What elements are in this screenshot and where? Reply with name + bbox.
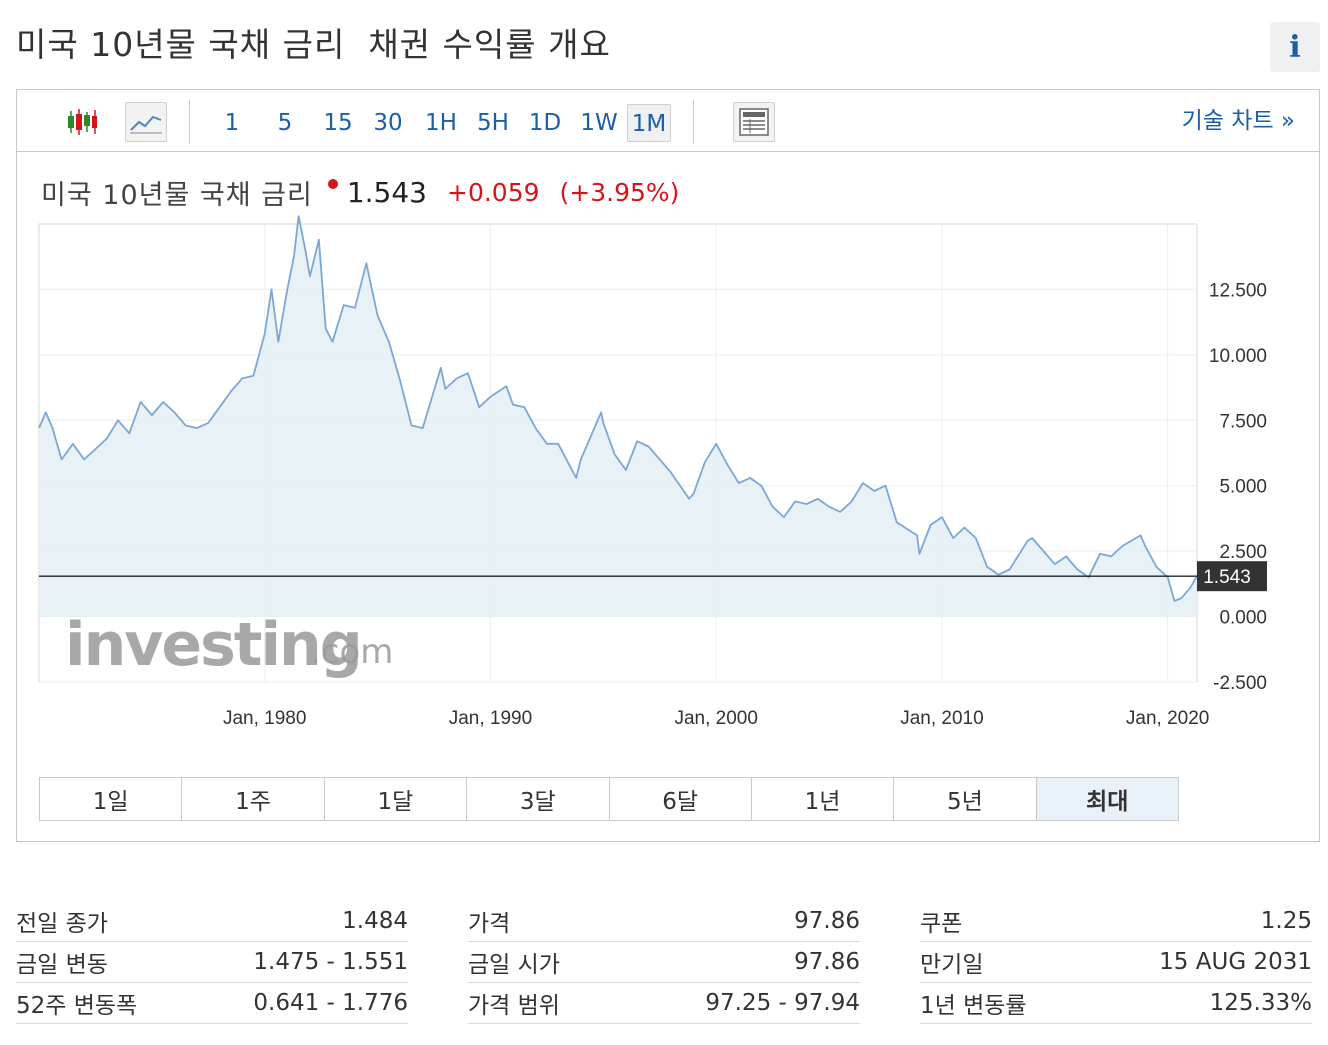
range-6m[interactable]: 6달 (610, 778, 752, 820)
stat-row: 금일 시가 97.86 (468, 942, 860, 983)
stat-value: 15 AUG 2031 (1159, 949, 1312, 975)
range-5y[interactable]: 5년 (894, 778, 1037, 820)
timeframe-1w[interactable]: 1W (580, 110, 618, 136)
quote-line: 미국 10년물 국채 금리 1.543 +0.059 (+3.95%) (41, 172, 679, 212)
timeframe-15[interactable]: 15 (323, 110, 353, 136)
stat-row: 1년 변동률 125.33% (920, 983, 1312, 1024)
timeframe-1h[interactable]: 1H (425, 110, 457, 136)
series-fill (39, 216, 1197, 617)
timeframe-5h[interactable]: 5H (477, 110, 509, 136)
investing-watermark: investing .com (65, 610, 393, 680)
range-1y[interactable]: 1년 (752, 778, 895, 820)
toolbar-divider (189, 100, 190, 144)
svg-text:investing: investing (65, 610, 361, 680)
stat-value: 125.33% (1209, 990, 1312, 1016)
price-chart[interactable]: investing .com 12.50010.0007.5005.0002.5… (17, 90, 1319, 770)
stat-row: 금일 변동 1.475 - 1.551 (16, 942, 408, 983)
stat-value: 1.484 (342, 908, 408, 934)
series-area (38, 215, 1198, 617)
current-value-badge (1197, 561, 1267, 592)
up-arrow-icon (327, 179, 338, 189)
range-1m[interactable]: 1달 (325, 778, 468, 820)
x-tick-label: Jan, 2020 (1126, 708, 1209, 729)
stats-column-1: 전일 종가 1.484 금일 변동 1.475 - 1.551 52주 변동폭 0.6… (16, 901, 408, 1024)
timeframe-1m[interactable]: 1M (627, 104, 671, 142)
price-change-percent: (+3.95%) (559, 177, 680, 207)
y-tick-label: 7.500 (1219, 411, 1267, 432)
stat-row: 쿠폰 1.25 (920, 901, 1312, 942)
stats-column-2: 가격 97.86 금일 시가 97.86 가격 범위 97.25 - 97.94 (468, 901, 860, 1024)
stat-value: 1.475 - 1.551 (253, 949, 408, 975)
stat-label: 만기일 (920, 952, 984, 978)
timeframe-1[interactable]: 1 (224, 110, 240, 136)
stat-value: 97.86 (794, 908, 860, 934)
y-tick-label: 2.500 (1219, 542, 1267, 563)
y-tick-label: 0.000 (1219, 608, 1267, 629)
stat-label: 52주 변동폭 (16, 993, 138, 1019)
x-axis: Jan, 1980 Jan, 1990 Jan, 2000 Jan, 2010 Jan,… (223, 708, 1209, 729)
current-value-text: 1.543 (1203, 567, 1251, 588)
range-3m[interactable]: 3달 (467, 778, 610, 820)
timeframe-30[interactable]: 30 (373, 110, 403, 136)
y-tick-label: 5.000 (1219, 477, 1267, 498)
stat-value: 97.25 - 97.94 (705, 990, 860, 1016)
toolbar-divider (693, 100, 694, 144)
range-selector: 1일 1주 1달 3달 6달 1년 5년 최대 (39, 777, 1179, 821)
y-tick-label: 12.500 (1209, 280, 1267, 301)
svg-text:.com: .com (310, 632, 393, 672)
stat-label: 쿠폰 (920, 911, 963, 937)
stat-label: 금일 변동 (16, 952, 108, 978)
stat-label: 금일 시가 (468, 952, 560, 978)
stat-row: 만기일 15 AUG 2031 (920, 942, 1312, 983)
table-view-icon[interactable] (733, 102, 775, 142)
last-price: 1.543 (346, 175, 427, 209)
instrument-name: 미국 10년물 국채 금리 (41, 179, 313, 211)
x-tick-label: Jan, 1980 (223, 708, 306, 729)
x-tick-label: Jan, 1990 (449, 708, 532, 729)
series-line (38, 215, 1198, 602)
range-1w[interactable]: 1주 (182, 778, 325, 820)
x-tick-label: Jan, 2010 (900, 708, 983, 729)
stat-label: 가격 (468, 911, 511, 937)
stat-row: 가격 범위 97.25 - 97.94 (468, 983, 860, 1024)
current-value-label: 1.543 (1197, 561, 1267, 592)
y-axis: 12.500 10.000 7.500 5.000 2.500 0.000 -2.500 (1209, 280, 1267, 694)
range-1d[interactable]: 1일 (40, 778, 183, 820)
page-title: 미국 10년물 국채 금리 채권 수익률 개요 (16, 25, 611, 64)
stat-value: 0.641 - 1.776 (253, 990, 408, 1016)
x-tick-label: Jan, 2000 (674, 708, 757, 729)
stat-row: 전일 종가 1.484 (16, 901, 408, 942)
timeframe-5[interactable]: 5 (277, 110, 293, 136)
stat-value: 97.86 (794, 949, 860, 975)
chart-toolbar: 1 5 15 30 1H 5H 1D 1W 1M 기술 차트 » (17, 90, 1319, 152)
stat-row: 52주 변동폭 0.641 - 1.776 (16, 983, 408, 1024)
y-tick-label: 10.000 (1209, 346, 1267, 367)
stat-label: 1년 변동률 (920, 993, 1027, 1019)
y-tick-label: -2.500 (1213, 673, 1267, 694)
stats-column-3: 쿠폰 1.25 만기일 15 AUG 2031 1년 변동률 125.33% (920, 901, 1312, 1024)
info-icon[interactable]: i (1270, 22, 1320, 72)
candlestick-icon[interactable] (61, 102, 103, 142)
timeframe-1d[interactable]: 1D (528, 110, 562, 136)
stat-label: 전일 종가 (16, 911, 108, 937)
line-chart-icon[interactable] (125, 102, 167, 142)
stat-label: 가격 범위 (468, 993, 560, 1019)
range-max[interactable]: 최대 (1036, 778, 1178, 820)
tech-chart-link[interactable]: 기술 차트 » (1181, 108, 1295, 134)
stat-value: 1.25 (1260, 908, 1312, 934)
price-change: +0.059 (447, 177, 540, 207)
chart-panel: 1 5 15 30 1H 5H 1D 1W 1M 기술 차트 » 미국 10년물… (16, 89, 1320, 842)
stat-row: 가격 97.86 (468, 901, 860, 942)
